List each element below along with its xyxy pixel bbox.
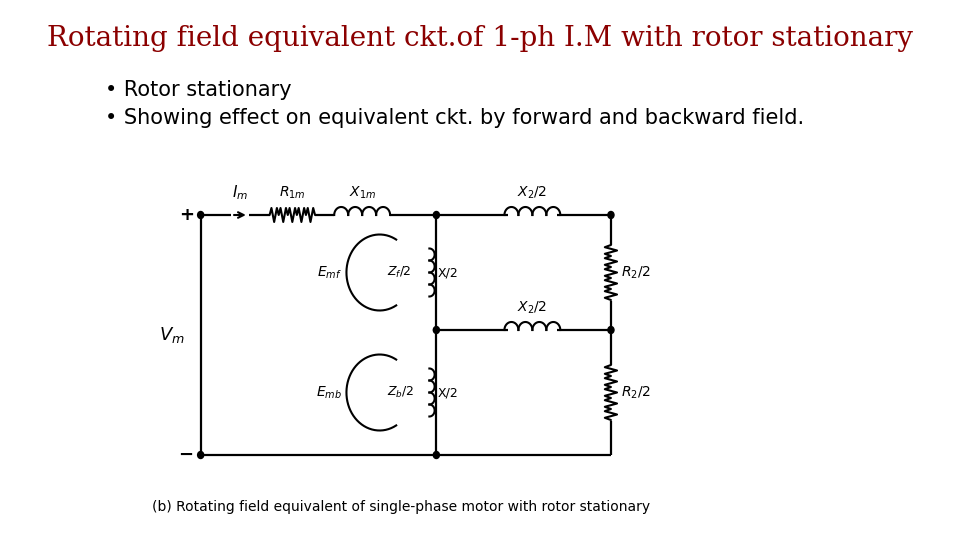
Text: X/2: X/2 xyxy=(438,386,459,399)
Text: $R_{1m}$: $R_{1m}$ xyxy=(279,185,305,201)
Text: Rotating field equivalent ckt.of 1-ph I.M with rotor stationary: Rotating field equivalent ckt.of 1-ph I.… xyxy=(47,24,913,51)
Text: $E_{mf}$: $E_{mf}$ xyxy=(317,264,342,281)
Text: $Z_f/2$: $Z_f/2$ xyxy=(387,265,411,280)
Text: $X_2/2$: $X_2/2$ xyxy=(517,300,547,316)
Text: $X_{1m}$: $X_{1m}$ xyxy=(348,185,375,201)
Circle shape xyxy=(433,451,440,458)
Circle shape xyxy=(433,212,440,219)
Text: (b) Rotating field equivalent of single-phase motor with rotor stationary: (b) Rotating field equivalent of single-… xyxy=(153,500,651,514)
Circle shape xyxy=(433,327,440,334)
Text: $E_{mb}$: $E_{mb}$ xyxy=(316,384,342,401)
Text: $R_2/2$: $R_2/2$ xyxy=(621,264,651,281)
Circle shape xyxy=(198,451,204,458)
Text: −: − xyxy=(179,446,194,464)
Circle shape xyxy=(198,212,204,219)
Text: • Rotor stationary: • Rotor stationary xyxy=(105,80,291,100)
Circle shape xyxy=(608,212,614,219)
Text: $I_m$: $I_m$ xyxy=(232,183,248,202)
Text: • Showing effect on equivalent ckt. by forward and backward field.: • Showing effect on equivalent ckt. by f… xyxy=(105,108,804,128)
Text: +: + xyxy=(179,206,194,224)
Text: $Z_b/2$: $Z_b/2$ xyxy=(387,385,414,400)
Text: $R_2/2$: $R_2/2$ xyxy=(621,384,651,401)
Text: $X_2/2$: $X_2/2$ xyxy=(517,185,547,201)
Circle shape xyxy=(608,327,614,334)
Text: $V_m$: $V_m$ xyxy=(159,325,185,345)
Text: X/2: X/2 xyxy=(438,266,459,279)
